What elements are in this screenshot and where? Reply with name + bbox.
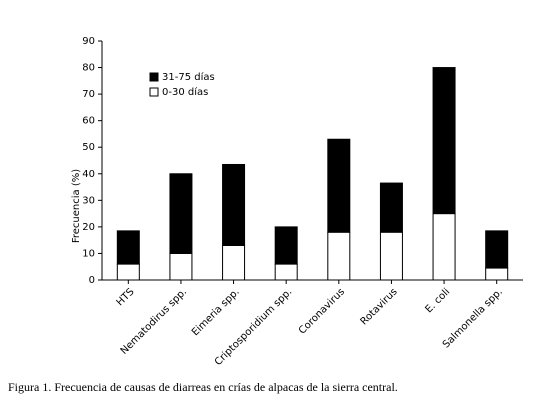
y-tick-label: 40 (82, 169, 95, 180)
bar-segment (327, 138, 351, 233)
bar-segment (274, 226, 298, 265)
legend-swatch (149, 72, 159, 82)
y-tick-label: 80 (82, 63, 95, 74)
y-tick-label: 20 (82, 222, 95, 233)
bar-segment (116, 263, 140, 281)
x-tick-label: Coronavirus (297, 286, 347, 336)
x-tick-label: Salmonella spp. (441, 286, 505, 350)
bar-segment (116, 230, 140, 265)
y-tick-label: 0 (89, 275, 95, 286)
y-tick-label: 70 (82, 89, 95, 100)
bar-segment (222, 244, 246, 281)
bar-segment (432, 67, 456, 215)
x-tick-label: Eimeria spp. (190, 286, 242, 338)
y-tick-label: 50 (82, 142, 95, 153)
legend-label: 0-30 días (162, 86, 208, 98)
x-tick-label: HTS (115, 286, 137, 308)
bar-segment (379, 182, 403, 233)
legend-label: 31-75 días (162, 71, 215, 83)
bar-segment (485, 230, 509, 269)
x-tick-label: Rotavirus (359, 286, 400, 327)
y-tick-label: 30 (82, 195, 95, 206)
x-tick-label: E. coli (423, 286, 452, 315)
y-tick-label: 90 (82, 36, 95, 47)
y-tick-label: 10 (82, 248, 95, 259)
bar-segment (379, 231, 403, 281)
bar-segment (222, 163, 246, 246)
bar-segment (169, 173, 193, 254)
legend-swatch (149, 87, 159, 97)
bar-segment (169, 252, 193, 281)
bar-segment (327, 231, 351, 281)
bar-segment (274, 263, 298, 281)
caption: Figura 1. Frecuencia de causas de diarre… (8, 380, 398, 394)
bar-segment (485, 267, 509, 281)
y-tick-label: 60 (82, 116, 95, 127)
bar-segment (432, 213, 456, 281)
y-axis-label: Frecuencia (%) (71, 169, 82, 243)
